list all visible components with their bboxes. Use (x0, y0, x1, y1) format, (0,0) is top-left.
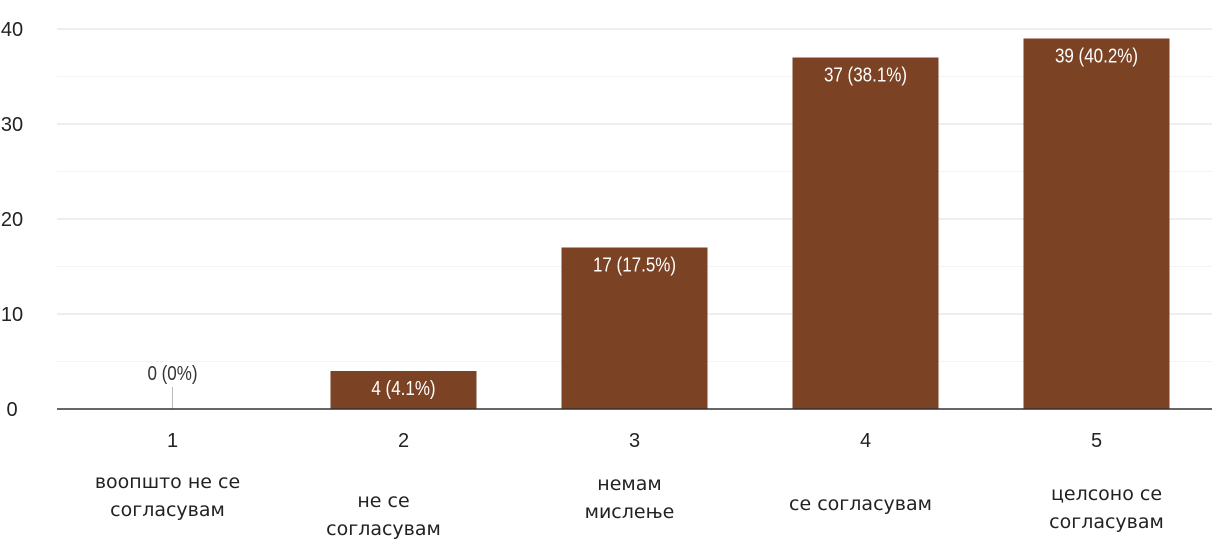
category-description-line: целсоно се (1050, 483, 1163, 505)
y-tick-label: 10 (1, 304, 23, 326)
bar (330, 371, 477, 409)
category-description-line: немам (597, 473, 662, 495)
category-description-label: воопшто не се согласувам (73, 468, 263, 524)
category-description-line: согласувам (1049, 511, 1164, 533)
bar-data-label: 39 (40.2%) (1055, 44, 1138, 67)
bar-data-label: 4 (4.1%) (371, 377, 435, 400)
x-tick-label: 3 (629, 430, 640, 452)
y-tick-label: 30 (1, 114, 23, 136)
x-tick-label: 1 (167, 430, 178, 452)
category-description-label: немам мислење (535, 470, 725, 526)
x-tick-label: 5 (1091, 430, 1102, 452)
bar-data-label: 0 (0%) (147, 362, 197, 385)
bar-data-label: 17 (17.5%) (593, 253, 676, 276)
x-tick-label: 4 (860, 430, 871, 452)
y-tick-label: 40 (1, 19, 23, 41)
category-description-label: не се согласувам (289, 487, 479, 543)
category-description-line: мислење (584, 501, 675, 523)
category-description-line: согласувам (110, 499, 225, 521)
category-description-label: се согласувам (766, 490, 956, 518)
x-tick-label: 2 (398, 430, 409, 452)
bar-data-label: 37 (38.1%) (824, 63, 907, 86)
y-tick-label: 0 (6, 399, 17, 421)
y-tick-label: 20 (1, 209, 23, 231)
bar (1023, 38, 1170, 409)
category-description-line: не се (357, 490, 410, 512)
bar (561, 247, 708, 409)
category-description-line: воопшто не се (94, 471, 241, 493)
category-description-label: целсоно се согласувам (1012, 480, 1202, 536)
category-description-line: согласувам (326, 518, 441, 540)
category-description-line: се согласувам (789, 493, 932, 515)
bar (792, 57, 939, 409)
